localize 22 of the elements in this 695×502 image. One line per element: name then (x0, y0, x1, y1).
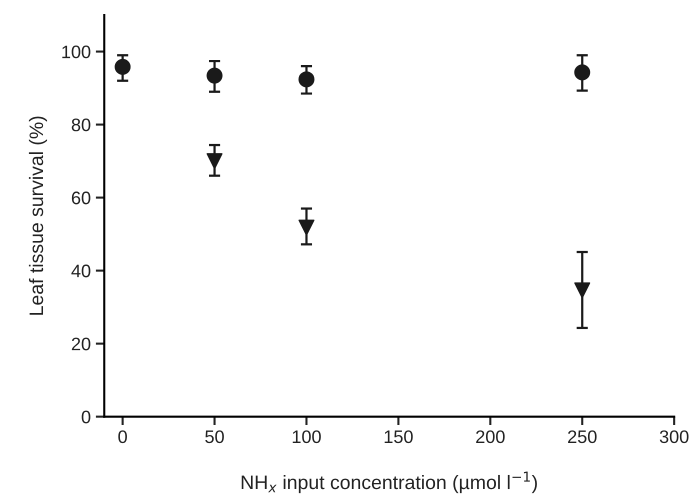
point (298, 220, 314, 236)
point (298, 71, 314, 88)
x-tick-label: 300 (660, 430, 689, 444)
y-tick-label: 100 (62, 46, 90, 58)
point (206, 153, 223, 170)
x-tick-label: 200 (476, 430, 505, 444)
point (574, 64, 590, 80)
x-tick-label: 150 (384, 430, 413, 444)
x-tick-label: 100 (292, 430, 321, 444)
point (206, 68, 223, 84)
y-tick-label: 20 (72, 338, 90, 350)
x-tick-label: 0 (118, 430, 127, 444)
y-axis-title: Leaf tissue survival (%) (28, 116, 48, 315)
x-axis-title: NH$_{x}$ input concentration (µmol l$^{−1}$) (242, 472, 537, 494)
x-tick-label: 250 (568, 430, 597, 444)
y-tick-label: 60 (72, 192, 90, 204)
point (114, 58, 131, 75)
y-tick-label: 40 (71, 264, 90, 278)
y-tick-label: 0 (82, 410, 90, 424)
x-tick-label: 50 (205, 430, 224, 444)
y-tick-label: 80 (72, 118, 90, 132)
point (574, 282, 590, 298)
